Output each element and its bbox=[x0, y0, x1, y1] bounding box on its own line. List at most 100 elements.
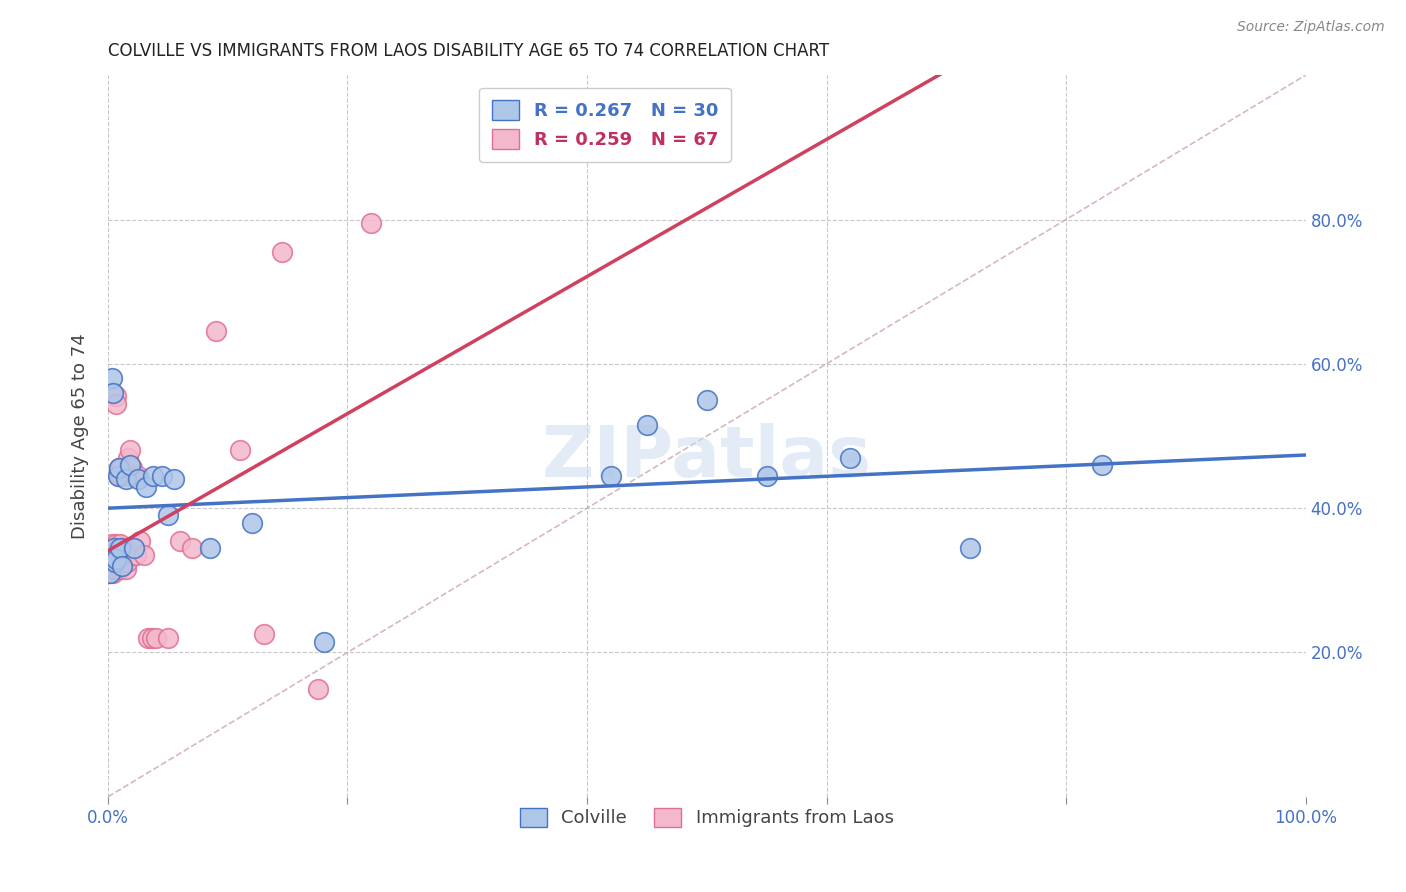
Point bbox=[103, 541, 125, 555]
Point bbox=[104, 551, 127, 566]
Point bbox=[105, 537, 128, 551]
Point bbox=[101, 548, 124, 562]
Point bbox=[100, 541, 122, 555]
Text: Source: ZipAtlas.com: Source: ZipAtlas.com bbox=[1237, 20, 1385, 34]
Point bbox=[307, 681, 329, 696]
Point bbox=[100, 558, 122, 573]
Point bbox=[253, 627, 276, 641]
Point bbox=[104, 562, 127, 576]
Point bbox=[104, 541, 127, 555]
Point bbox=[110, 461, 132, 475]
Point bbox=[101, 555, 124, 569]
Point bbox=[107, 461, 129, 475]
Point bbox=[135, 479, 157, 493]
Point bbox=[111, 548, 134, 562]
Point bbox=[98, 555, 121, 569]
Legend: Colville, Immigrants from Laos: Colville, Immigrants from Laos bbox=[513, 801, 901, 835]
Point bbox=[110, 468, 132, 483]
Point bbox=[240, 516, 263, 530]
Point bbox=[156, 508, 179, 523]
Point bbox=[117, 450, 139, 465]
Point bbox=[120, 468, 142, 483]
Point bbox=[121, 461, 143, 475]
Point bbox=[142, 468, 165, 483]
Point bbox=[636, 418, 658, 433]
Point bbox=[122, 548, 145, 562]
Point bbox=[108, 555, 131, 569]
Y-axis label: Disability Age 65 to 74: Disability Age 65 to 74 bbox=[72, 333, 89, 539]
Point bbox=[755, 468, 778, 483]
Point bbox=[112, 555, 135, 569]
Point bbox=[118, 458, 141, 472]
Point bbox=[1091, 458, 1114, 472]
Point bbox=[100, 562, 122, 576]
Point bbox=[136, 631, 159, 645]
Point bbox=[127, 468, 149, 483]
Point bbox=[127, 472, 149, 486]
Point bbox=[108, 548, 131, 562]
Point bbox=[118, 443, 141, 458]
Point bbox=[108, 562, 131, 576]
Point bbox=[228, 443, 250, 458]
Point bbox=[169, 533, 191, 548]
Point bbox=[129, 533, 152, 548]
Point bbox=[696, 392, 718, 407]
Point bbox=[107, 468, 129, 483]
Point bbox=[114, 541, 136, 555]
Point bbox=[156, 631, 179, 645]
Point bbox=[100, 551, 122, 566]
Point bbox=[180, 541, 202, 555]
Point bbox=[101, 566, 124, 580]
Point bbox=[107, 548, 129, 562]
Point bbox=[100, 371, 122, 385]
Point bbox=[103, 555, 125, 569]
Point bbox=[107, 555, 129, 569]
Text: COLVILLE VS IMMIGRANTS FROM LAOS DISABILITY AGE 65 TO 74 CORRELATION CHART: COLVILLE VS IMMIGRANTS FROM LAOS DISABIL… bbox=[108, 42, 830, 60]
Point bbox=[100, 537, 122, 551]
Point bbox=[270, 245, 292, 260]
Point bbox=[111, 541, 134, 555]
Point bbox=[204, 324, 226, 338]
Point bbox=[98, 544, 121, 558]
Point bbox=[959, 541, 981, 555]
Point bbox=[111, 558, 134, 573]
Point bbox=[105, 396, 128, 410]
Point bbox=[124, 541, 146, 555]
Point bbox=[108, 537, 131, 551]
Point bbox=[839, 450, 862, 465]
Point bbox=[108, 541, 131, 555]
Point bbox=[145, 631, 167, 645]
Point bbox=[141, 631, 163, 645]
Point bbox=[98, 548, 121, 562]
Point bbox=[163, 472, 186, 486]
Point bbox=[132, 548, 155, 562]
Text: ZIPatlas: ZIPatlas bbox=[541, 423, 872, 492]
Point bbox=[115, 472, 138, 486]
Point bbox=[104, 555, 127, 569]
Point bbox=[105, 551, 128, 566]
Point bbox=[124, 548, 146, 562]
Point bbox=[105, 541, 128, 555]
Point bbox=[107, 461, 129, 475]
Point bbox=[101, 385, 124, 400]
Point bbox=[150, 468, 173, 483]
Point bbox=[107, 468, 129, 483]
Point bbox=[198, 541, 221, 555]
Point bbox=[312, 634, 335, 648]
Point bbox=[115, 562, 138, 576]
Point bbox=[105, 389, 128, 403]
Point bbox=[107, 541, 129, 555]
Point bbox=[100, 566, 122, 580]
Point bbox=[103, 548, 125, 562]
Point bbox=[112, 548, 135, 562]
Point bbox=[108, 544, 131, 558]
Point bbox=[105, 551, 128, 566]
Point bbox=[104, 555, 127, 569]
Point bbox=[124, 541, 146, 555]
Point bbox=[103, 544, 125, 558]
Point bbox=[107, 541, 129, 555]
Point bbox=[115, 555, 138, 569]
Point bbox=[360, 216, 382, 230]
Point bbox=[101, 541, 124, 555]
Point bbox=[103, 562, 125, 576]
